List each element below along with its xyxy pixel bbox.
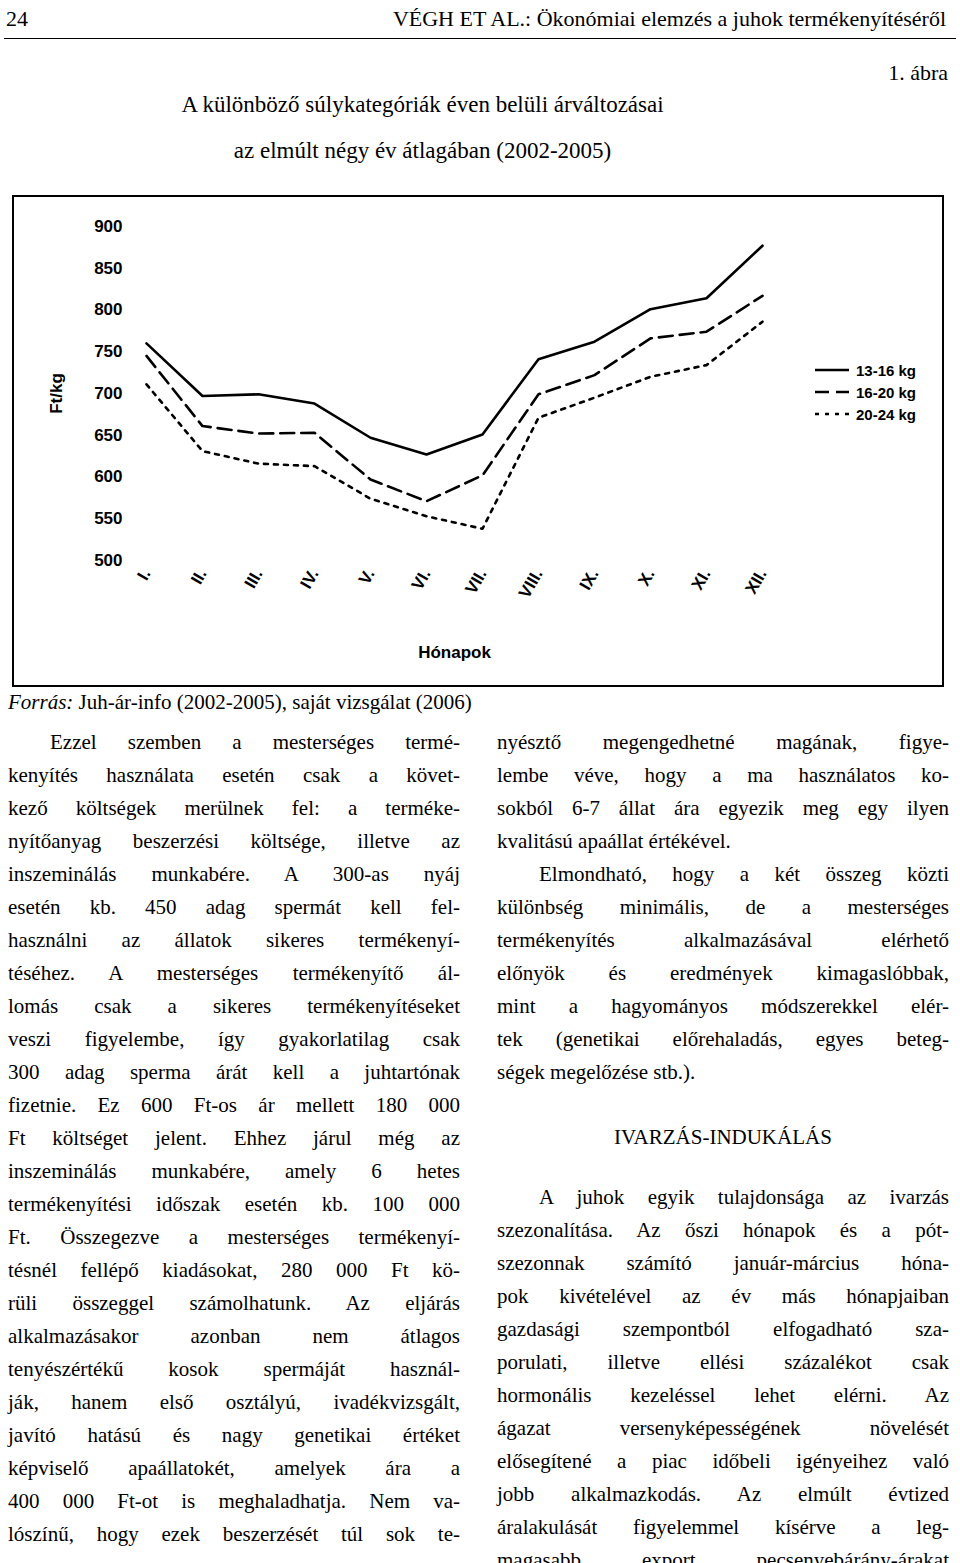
html-text:Ft költséget jelent. Ehhez jár: Ft költséget jelent. Ehhez járul még az (8, 1126, 460, 1150)
html-text:300 adag sperma árát kell a ju: 300 adag sperma árát kell a juhtartónak (8, 1060, 460, 1084)
html-text:kező költségek merülnek fel: a: kező költségek merülnek fel: a terméke- (8, 796, 460, 820)
html-text:hormonális kezeléssel lehet el: hormonális kezeléssel lehet elérni. Az (497, 1383, 949, 1407)
html-text:ségek megelőzése stb.).: ségek megelőzése stb.). (497, 1060, 696, 1084)
svg-text:III.: III. (241, 566, 267, 592)
html-text:A juhok egyik tulajdonsága az: A juhok egyik tulajdonsága az ivarzás (539, 1185, 949, 1209)
html-text:ják, hanem első osztályú, ivad: ják, hanem első osztályú, ivadékvizsgált… (8, 1390, 460, 1414)
html-text:téséhez. A mesterséges terméke: téséhez. A mesterséges termékenyítő ál- (8, 961, 460, 985)
html-text:áralakulását figyelemmel kísér: áralakulását figyelemmel kísérve a leg- (497, 1515, 949, 1539)
html-text:különbség minimális, de a mest: különbség minimális, de a mesterséges (497, 895, 949, 919)
html-text:előnyök és eredmények kimagasl: előnyök és eredmények kimagaslóbbak, (497, 961, 949, 985)
html-text:lomás csak a sikeres termékeny: lomás csak a sikeres termékenyítéseket (8, 994, 460, 1018)
html-text:tenyészértékű kosok spermáját: tenyészértékű kosok spermáját használ- (8, 1357, 460, 1381)
html-text:Forrás: Juh-ár-info (2002-2005: Forrás: Juh-ár-info (2002-2005), saját v… (8, 690, 472, 714)
html-text:gazdasági szempontból elfogadh: gazdasági szempontból elfogadható sza- (497, 1317, 949, 1341)
svg-text:750: 750 (94, 342, 122, 361)
svg-text:VII.: VII. (461, 566, 490, 598)
svg-text:XI.: XI. (688, 566, 715, 594)
html-text:nyésztő megengedhetné magának,: nyésztő megengedhetné magának, figye- (497, 730, 949, 754)
svg-text:IX.: IX. (576, 566, 603, 594)
html-text:sokból 6-7 állat ára egyezik m: sokból 6-7 állat ára egyezik meg egy ily… (497, 796, 949, 820)
html-text:tésnél fellépő kiadásokat, 280: tésnél fellépő kiadásokat, 280 000 Ft kö… (8, 1258, 460, 1282)
html-text:porulati, illetve ellési száza: porulati, illetve ellési százalékot csak (497, 1350, 949, 1374)
html-text:13-16 kg: 13-16 kg (856, 361, 916, 379)
svg-text:V.: V. (355, 566, 379, 588)
svg-text:XII.: XII. (741, 566, 770, 598)
html-text:mint a hagyományos módszerekke: mint a hagyományos módszerekkel elér- (497, 994, 949, 1018)
html-text:javító hatású és nagy genetika: javító hatású és nagy genetikai értéket (8, 1423, 460, 1447)
html-text:Ft. Összegezve a mesterséges t: Ft. Összegezve a mesterséges termékenyí- (8, 1225, 460, 1249)
html-text:jobb alkalmazkodás. Az elmúlt: jobb alkalmazkodás. Az elmúlt évtized (497, 1482, 949, 1506)
html-text:fizetnie. Ez 600 Ft-os ár mell: fizetnie. Ez 600 Ft-os ár mellett 180 00… (8, 1093, 460, 1117)
html-text:rüli összeggel számolhatunk. A: rüli összeggel számolhatunk. Az eljárás (8, 1291, 460, 1315)
svg-text:I.: I. (133, 566, 154, 584)
html-text:alkalmazásakor azonban nem átl: alkalmazásakor azonban nem átlagos (8, 1324, 460, 1348)
html-text:A különböző súlykategóriák éve: A különböző súlykategóriák éven belüli á… (181, 92, 664, 163)
html-text:esetén kb. 450 adag spermát ke: esetén kb. 450 adag spermát kell fel- (8, 895, 460, 919)
html-text:400 000 Ft-ot is meghaladhatja: 400 000 Ft-ot is meghaladhatja. Nem va- (8, 1489, 460, 1513)
html-text:elősegítené a piac időbeli igé: elősegítené a piac időbeli igényeihez va… (497, 1449, 949, 1473)
svg-text:VI.: VI. (408, 566, 435, 594)
html-text:Elmondható, hogy a két összeg: Elmondható, hogy a két összeg közti (539, 862, 949, 886)
html-text:kvalitású apaállat értékével.: kvalitású apaállat értékével. (497, 829, 731, 853)
html-text:VÉGH ET AL.: Ökonómiai elemzés: VÉGH ET AL.: Ökonómiai elemzés a juhok t… (392, 6, 946, 31)
svg-text:600: 600 (94, 467, 122, 486)
html-text:16-20 kg: 16-20 kg (856, 383, 916, 401)
svg-text:650: 650 (94, 426, 122, 445)
html-text:lószínű, hogy ezek beszerzését: lószínű, hogy ezek beszerzését túl sok t… (8, 1522, 460, 1546)
html-text:nyítőanyag beszerzési költsége: nyítőanyag beszerzési költsége, illetve … (8, 829, 460, 853)
svg-text:550: 550 (94, 509, 122, 528)
svg-text:500: 500 (94, 551, 122, 570)
html-text:pok kivételével az év más hóna: pok kivételével az év más hónapjaiban (497, 1284, 949, 1308)
svg-text:Hónapok: Hónapok (418, 643, 491, 662)
html-text:1. ábra: 1. ábra (888, 60, 948, 85)
html-text:veszi figyelembe, így gyakorla: veszi figyelembe, így gyakorlatilag csak (8, 1027, 460, 1051)
html-text:képviselő apaállatokét, amelye: képviselő apaállatokét, amelyek ára a (8, 1456, 460, 1480)
html-text:kenyítés használata esetén csa: kenyítés használata esetén csak a követ- (8, 763, 460, 787)
html-text:20-24 kg: 20-24 kg (856, 405, 916, 423)
svg-text:Ft/kg: Ft/kg (47, 373, 66, 414)
svg-text:700: 700 (94, 384, 122, 403)
html-text:termékenyítési időszak esetén: termékenyítési időszak esetén kb. 100 00… (8, 1192, 460, 1216)
html-text:szezonalítása. Az őszi hónapok: szezonalítása. Az őszi hónapok és a pót- (497, 1218, 949, 1242)
html-text:inszeminálás munkabére. A 300-: inszeminálás munkabére. A 300-as nyáj (8, 862, 460, 886)
html-text:tek (genetikai előrehaladás, e: tek (genetikai előrehaladás, egyes beteg… (497, 1027, 949, 1051)
html-text:termékenyítés alkalmazásával e: termékenyítés alkalmazásával elérhető (497, 928, 949, 952)
svg-text:850: 850 (94, 259, 122, 278)
svg-text:VIII.: VIII. (515, 566, 547, 602)
html-text:Ezzel szemben a mesterséges te: Ezzel szemben a mesterséges termé- (50, 730, 460, 754)
svg-text:IV.: IV. (297, 566, 323, 592)
html-text:24: 24 (6, 6, 28, 31)
html-text:használni az állatok sikeres t: használni az állatok sikeres termékenyí- (8, 928, 460, 952)
svg-text:X.: X. (634, 566, 658, 589)
html-text:szezonnak számító január-márci: szezonnak számító január-március hóna- (497, 1251, 949, 1275)
html-text:inszeminálás munkabére, amely: inszeminálás munkabére, amely 6 hetes (8, 1159, 460, 1183)
svg-text:II.: II. (187, 566, 211, 588)
html-text:IVARZÁS-INDUKÁLÁS: IVARZÁS-INDUKÁLÁS (614, 1125, 832, 1149)
html-text:ágazat versenyképességének növ: ágazat versenyképességének növelését (497, 1416, 949, 1440)
html-text:lembe véve, hogy a ma használa: lembe véve, hogy a ma használatos ko- (497, 763, 949, 787)
svg-text:900: 900 (94, 217, 122, 236)
svg-text:800: 800 (94, 300, 122, 319)
